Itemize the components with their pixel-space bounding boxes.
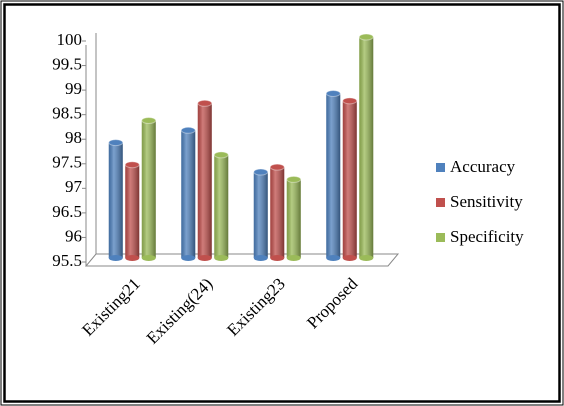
bar-base (253, 255, 268, 261)
y-tick-label: 98 (65, 128, 82, 147)
x-tick-label: Existing21 (78, 274, 144, 340)
bar-top (253, 168, 269, 176)
bar-top (358, 33, 374, 41)
bar-base (125, 255, 140, 261)
bar-shade (141, 120, 156, 258)
bar-top (342, 97, 358, 105)
bar-top (286, 175, 302, 183)
bar-shade (214, 154, 229, 258)
y-tick-label: 99.5 (52, 54, 82, 73)
y-tick-label: 97 (65, 177, 83, 196)
bar-base (270, 255, 285, 261)
bar-top (141, 116, 157, 124)
legend-label: Sensitivity (450, 192, 523, 211)
x-tick-label: Proposed (303, 274, 362, 333)
y-tick-label: 96 (65, 226, 82, 245)
bar-top (325, 89, 341, 97)
bar-shade (326, 93, 341, 258)
bar-top (197, 99, 213, 107)
bar-top (269, 163, 285, 171)
bar-base (359, 255, 374, 261)
bar-base (197, 255, 212, 261)
bar-base (326, 255, 341, 261)
legend-label: Accuracy (450, 157, 516, 176)
frame-inner (3, 3, 561, 403)
bar-shade (286, 179, 301, 258)
bar-base (181, 255, 196, 261)
bar-top (124, 161, 140, 169)
x-tick-label: Existing23 (223, 274, 289, 340)
bar-base (214, 255, 229, 261)
y-tick-label: 96.5 (52, 202, 82, 221)
y-tick-label: 97.5 (52, 153, 82, 172)
bar-base (108, 255, 123, 261)
bar-top (180, 126, 196, 134)
bar-base (286, 255, 301, 261)
y-tick-label: 98.5 (52, 104, 82, 123)
bar-shade (125, 164, 140, 258)
legend-label: Specificity (450, 227, 524, 246)
y-tick-label: 95.5 (52, 251, 82, 270)
legend-swatch (436, 198, 445, 207)
bar-shade (342, 100, 357, 258)
bar-shade (197, 103, 212, 258)
bar-shade (181, 130, 196, 258)
bar-shade (359, 37, 374, 258)
y-tick-label: 99 (65, 79, 82, 98)
x-tick-label: Existing(24) (143, 274, 217, 348)
bar-top (213, 151, 229, 159)
bar-shade (108, 142, 123, 258)
y-tick-label: 100 (57, 30, 83, 49)
legend-swatch (436, 163, 445, 172)
bar-shade (270, 167, 285, 258)
bar-shade (253, 172, 268, 258)
legend-swatch (436, 233, 445, 242)
bar-top (108, 139, 124, 147)
bar-base (342, 255, 357, 261)
bar-base (141, 255, 156, 261)
